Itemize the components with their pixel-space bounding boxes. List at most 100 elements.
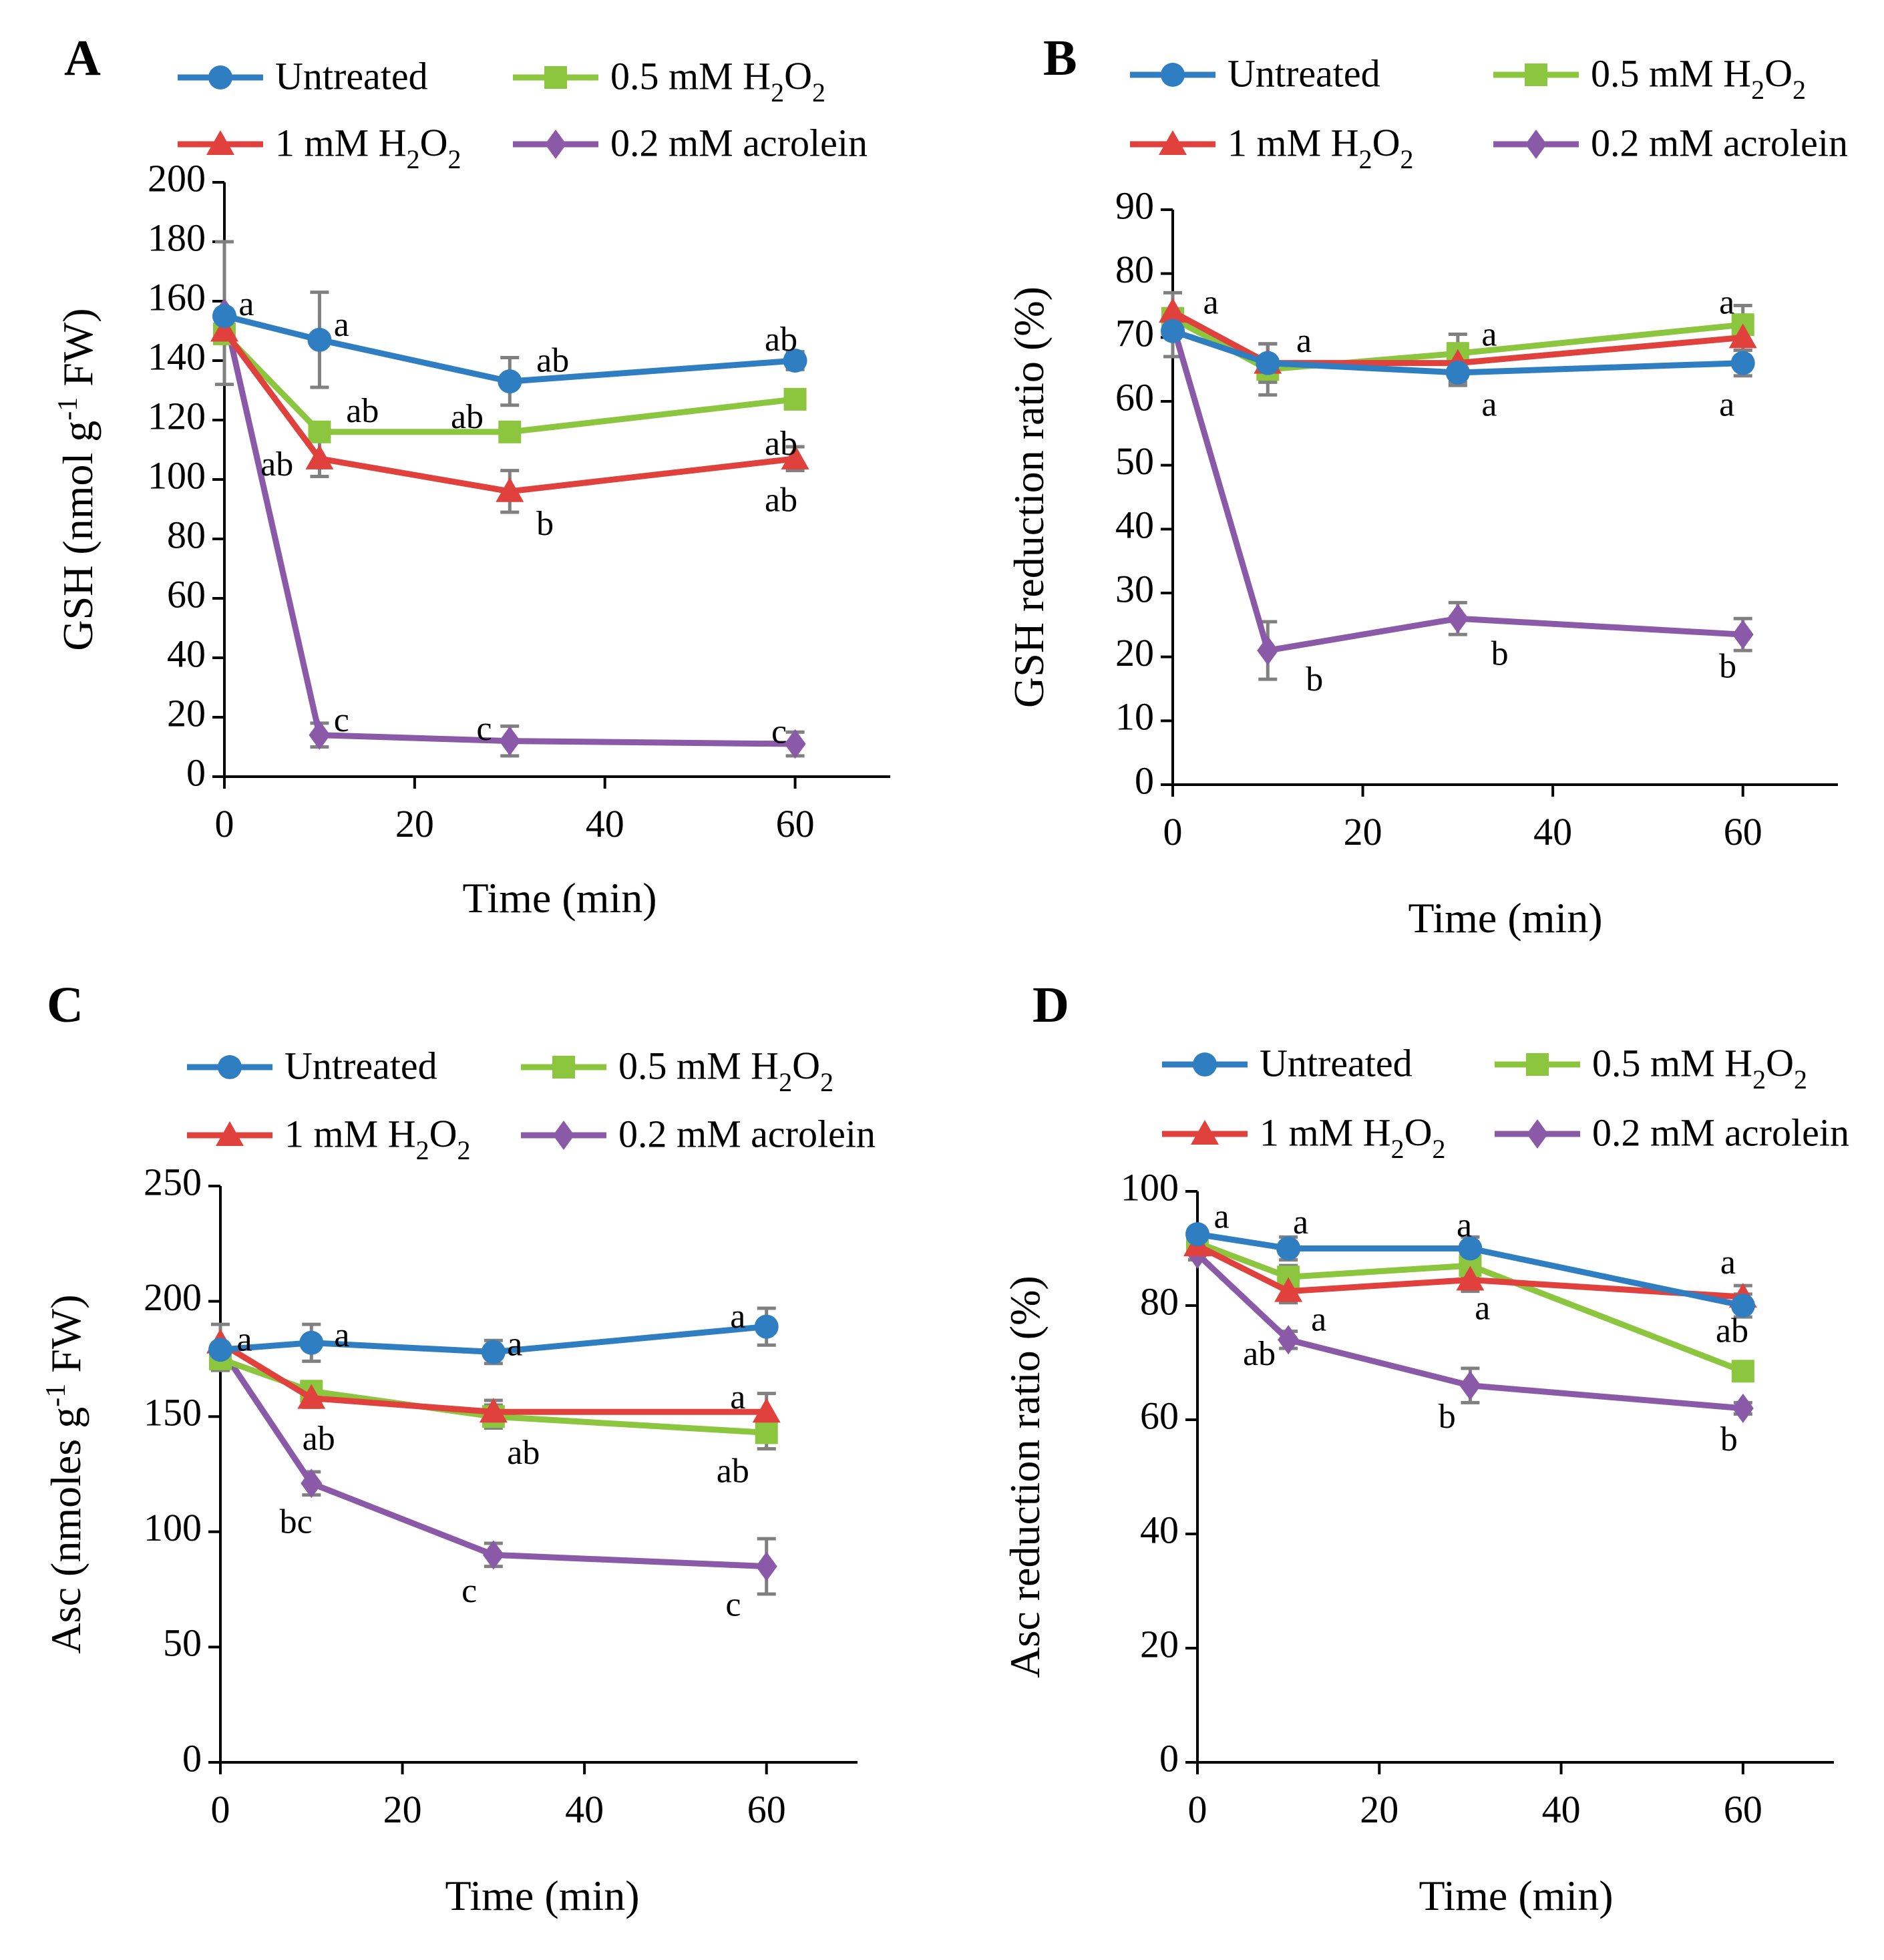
legend-item: 0.2 mM acrolein <box>513 121 868 164</box>
significance-letter: ab <box>765 425 797 463</box>
y-axis-label: GSH reduction ratio (%) <box>1005 286 1053 708</box>
significance-letter: c <box>334 701 349 739</box>
y-tick-label: 50 <box>1115 439 1154 483</box>
significance-letter: a <box>238 285 254 323</box>
legend-item: Untreated <box>187 1044 437 1087</box>
x-tick-label: 40 <box>1533 810 1572 853</box>
data-point <box>309 720 331 750</box>
data-point <box>1276 1236 1301 1261</box>
y-tick-label: 160 <box>148 275 206 319</box>
x-axis-label: Time (min) <box>463 874 657 922</box>
legend-marker-triangle <box>1191 1120 1219 1145</box>
series-line <box>1197 1231 1744 1309</box>
legend-label: 0.2 mM acrolein <box>618 1112 876 1155</box>
data-point <box>301 1468 323 1499</box>
x-tick-label: 60 <box>1724 1788 1762 1831</box>
legend-marker-triangle <box>206 130 234 155</box>
significance-letter: a <box>1481 386 1497 424</box>
significance-letter: a <box>1475 1289 1490 1327</box>
legend-label: Untreated <box>285 1044 437 1087</box>
significance-letter: c <box>476 710 492 748</box>
significance-letter: a <box>1214 1198 1230 1236</box>
significance-letter: ab <box>451 398 484 436</box>
significance-letter: a <box>1311 1301 1326 1339</box>
series-line <box>1171 328 1743 376</box>
series-line <box>1171 309 1744 367</box>
legend-item: Untreated <box>178 54 428 97</box>
data-point <box>212 304 236 329</box>
data-point <box>1274 1277 1303 1302</box>
data-point <box>1730 1294 1755 1318</box>
data-point <box>1256 351 1280 375</box>
legend-label: 0.2 mM acrolein <box>610 121 868 164</box>
significance-letter: a <box>334 1316 349 1354</box>
data-point <box>498 420 522 443</box>
y-tick-label: 60 <box>1115 375 1154 419</box>
y-tick-label: 100 <box>1121 1165 1179 1209</box>
data-point <box>208 1338 232 1362</box>
data-point <box>210 317 238 342</box>
annotations: a a ab ab ab ab ab ab b ab c c c <box>238 285 797 751</box>
series-line <box>221 312 795 747</box>
axes: 0 10 20 30 40 50 60 70 80 90 0 20 40 60 <box>1115 184 1838 853</box>
significance-letter: ab <box>507 1434 540 1472</box>
significance-letter: a <box>1457 1207 1472 1245</box>
significance-letter: b <box>1719 648 1736 686</box>
data-point <box>1731 1360 1754 1383</box>
x-tick-label: 20 <box>1344 810 1382 853</box>
y-tick-label: 40 <box>167 632 206 675</box>
significance-letter: c <box>725 1586 741 1624</box>
axes: 0 20 40 60 80 100 0 20 40 60 <box>1121 1165 1834 1831</box>
significance-letter: a <box>1719 283 1734 321</box>
data-point <box>496 477 524 502</box>
legend-label: 0.2 mM acrolein <box>1591 121 1848 164</box>
y-tick-label: 200 <box>148 156 206 200</box>
legend-marker-diamond <box>553 1121 574 1150</box>
y-tick-label: 0 <box>182 1736 202 1780</box>
significance-letter: a <box>730 1378 745 1416</box>
significance-letter: c <box>461 1572 477 1610</box>
data-point <box>784 729 806 759</box>
legend-marker-triangle <box>1159 130 1187 155</box>
y-tick-label: 80 <box>1140 1280 1179 1323</box>
panel-letter: A <box>64 30 101 86</box>
data-point <box>307 327 332 352</box>
x-axis-label: Time (min) <box>445 1872 640 1919</box>
y-tick-label: 100 <box>148 453 206 497</box>
data-point <box>1732 1393 1754 1423</box>
data-point <box>755 1421 778 1444</box>
x-tick-label: 20 <box>383 1788 422 1831</box>
significance-letter: ab <box>260 445 293 483</box>
y-tick-label: 180 <box>148 216 206 259</box>
legend-label: Untreated <box>1228 51 1380 95</box>
data-point <box>299 1330 324 1355</box>
series-circle <box>208 1314 779 1364</box>
x-tick-label: 0 <box>1188 1788 1207 1831</box>
data-point <box>1185 1222 1209 1247</box>
data-point <box>1278 1325 1300 1355</box>
legend-marker-circle <box>1161 63 1185 87</box>
legend-marker-square <box>544 66 567 89</box>
significance-letter: ab <box>1716 1312 1748 1350</box>
x-tick-label: 0 <box>1163 810 1183 853</box>
data-point <box>1459 1370 1481 1400</box>
y-axis-label: Asc (nmoles g-1 FW) <box>41 1294 89 1653</box>
legend-item: Untreated <box>1162 1041 1412 1085</box>
y-tick-label: 50 <box>163 1621 202 1665</box>
significance-letter: a <box>730 1298 745 1336</box>
series-line <box>218 1340 767 1415</box>
significance-letter: a <box>1293 1203 1308 1241</box>
series-line <box>1195 1243 1744 1300</box>
significance-letter: a <box>1203 283 1219 321</box>
y-tick-label: 120 <box>148 394 206 437</box>
legend-item: 0.2 mM acrolein <box>1493 121 1848 164</box>
x-tick-label: 40 <box>586 802 624 845</box>
significance-letter: ab <box>1243 1335 1276 1373</box>
data-point <box>754 1314 779 1339</box>
y-axis-label: Asc reduction ratio (%) <box>1001 1276 1049 1678</box>
x-tick-label: 40 <box>1542 1788 1581 1831</box>
legend-label: Untreated <box>275 54 428 97</box>
data-point <box>783 349 807 373</box>
significance-letter: ab <box>765 321 797 359</box>
